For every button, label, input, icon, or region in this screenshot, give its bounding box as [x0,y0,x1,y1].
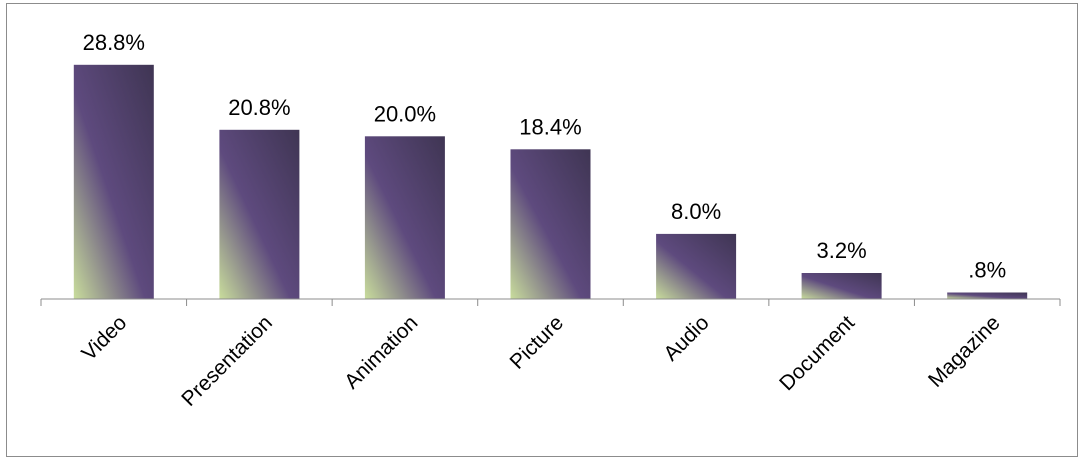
bar-magazine [947,292,1028,299]
bar-video [73,64,154,299]
x-axis [40,298,1061,306]
data-label-picture: 18.4% [519,114,581,139]
data-label-document: 3.2% [817,238,867,263]
bar-picture [510,149,591,299]
data-label-presentation: 20.8% [228,95,290,120]
data-label-video: 28.8% [83,30,145,55]
category-label-audio: Audio [659,311,713,365]
category-label-animation: Animation [340,311,422,393]
data-label-magazine: .8% [968,258,1006,283]
bar-document [801,273,882,299]
category-label-magazine: Magazine [924,311,1005,392]
bar-animation [364,136,445,299]
data-label-audio: 8.0% [671,199,721,224]
data-label-animation: 20.0% [374,101,436,126]
category-label-video: Video [77,311,131,365]
bars-layer [73,64,1028,299]
category-label-picture: Picture [506,311,568,373]
data-labels-layer: 28.8% 20.8% 20.0% 18.4% 8.0% 3.2% .8% [83,30,1007,283]
category-label-document: Document [775,311,859,395]
bar-audio [656,233,737,299]
category-labels-layer: Video Presentation Animation Picture Audio Do… [77,311,1004,411]
category-label-presentation: Presentation [177,311,277,411]
bar-presentation [219,129,300,299]
